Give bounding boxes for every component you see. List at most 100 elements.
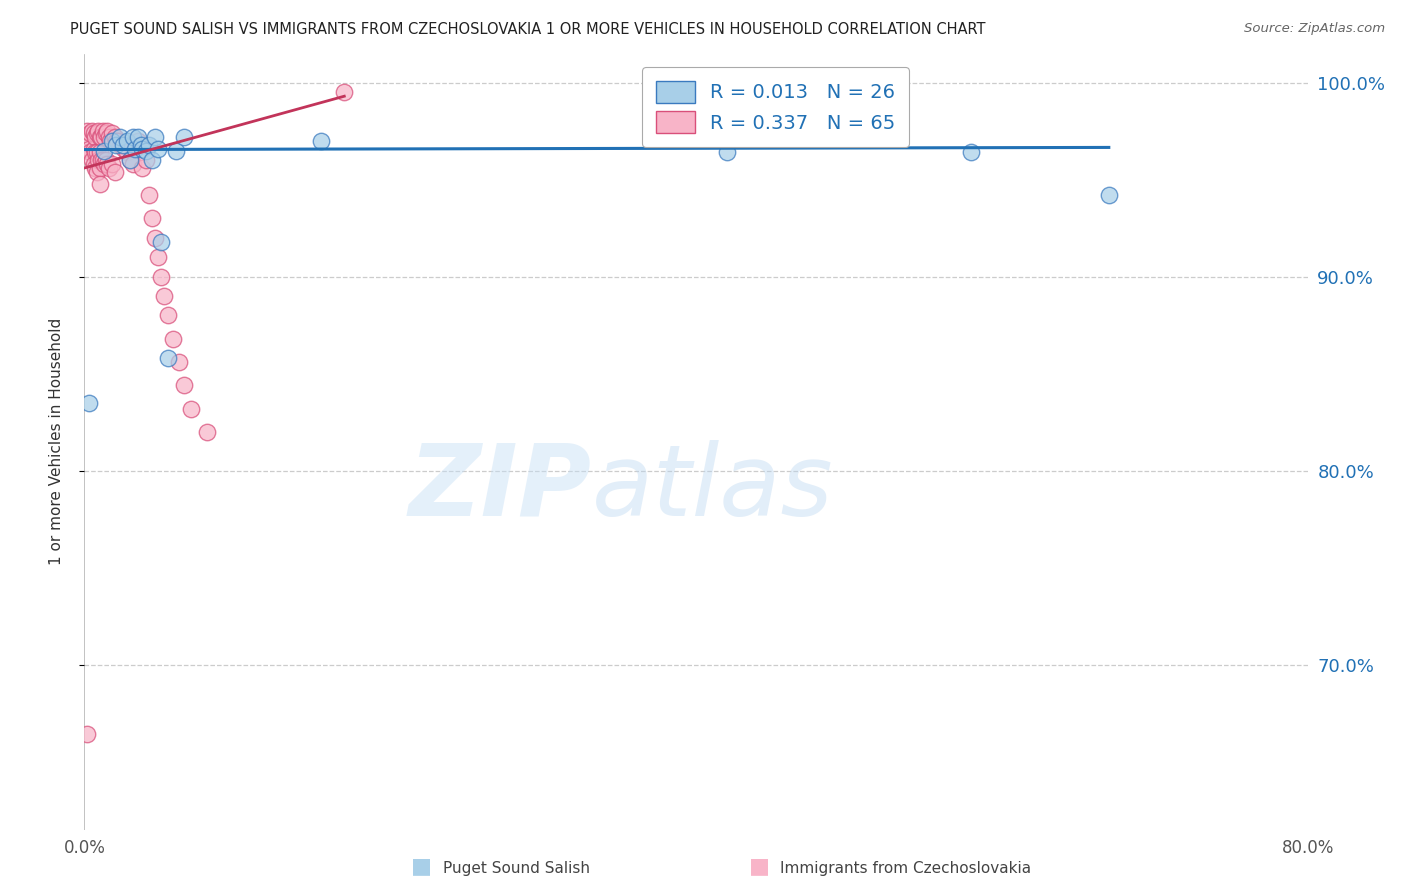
Point	[105, 134, 128, 148]
Point	[90, 153, 112, 168]
Point	[141, 211, 163, 226]
Point	[101, 157, 124, 171]
Point	[157, 351, 180, 365]
Point	[77, 142, 100, 156]
Point	[94, 153, 117, 168]
Point	[89, 145, 111, 160]
Point	[107, 134, 129, 148]
Point	[127, 130, 149, 145]
Point	[97, 130, 120, 145]
Point	[84, 130, 107, 145]
Point	[173, 130, 195, 145]
Point	[333, 85, 356, 99]
Point	[101, 134, 124, 148]
Point	[162, 332, 184, 346]
Point	[124, 142, 146, 156]
Point	[173, 378, 195, 392]
Point	[77, 130, 100, 145]
Point	[104, 165, 127, 179]
Point	[195, 425, 218, 439]
Point	[93, 130, 115, 145]
Text: ■: ■	[412, 856, 432, 876]
Point	[89, 161, 111, 175]
Text: Immigrants from Czechoslovakia: Immigrants from Czechoslovakia	[780, 861, 1032, 876]
Point	[96, 124, 118, 138]
Point	[77, 396, 100, 410]
Point	[143, 231, 166, 245]
Y-axis label: 1 or more Vehicles in Household: 1 or more Vehicles in Household	[49, 318, 63, 566]
Point	[138, 188, 160, 202]
Text: ZIP: ZIP	[409, 440, 592, 537]
Point	[86, 126, 108, 140]
Point	[146, 250, 169, 264]
Point	[135, 144, 157, 158]
Point	[89, 130, 111, 145]
Point	[90, 130, 112, 145]
Point	[94, 126, 117, 140]
Point	[76, 727, 98, 741]
Text: PUGET SOUND SALISH VS IMMIGRANTS FROM CZECHOSLOVAKIA 1 OR MORE VEHICLES IN HOUSE: PUGET SOUND SALISH VS IMMIGRANTS FROM CZ…	[70, 22, 986, 37]
Point	[79, 145, 101, 160]
Point	[89, 177, 111, 191]
Point	[101, 126, 124, 140]
Point	[153, 289, 176, 303]
Point	[141, 153, 163, 168]
Point	[104, 130, 127, 145]
Point	[80, 124, 103, 138]
Point	[135, 153, 157, 168]
Point	[110, 137, 132, 152]
Point	[138, 137, 160, 152]
Point	[97, 161, 120, 175]
Point	[143, 130, 166, 145]
Legend: R = 0.013   N = 26, R = 0.337   N = 65: R = 0.013 N = 26, R = 0.337 N = 65	[643, 67, 908, 147]
Point	[157, 309, 180, 323]
Point	[112, 142, 135, 156]
Point	[131, 161, 153, 175]
Point	[91, 153, 114, 168]
Text: ■: ■	[749, 856, 769, 876]
Point	[108, 130, 131, 145]
Point	[86, 145, 108, 160]
Point	[149, 269, 172, 284]
Point	[111, 137, 134, 152]
Point	[83, 126, 105, 140]
Point	[115, 145, 138, 160]
Text: Puget Sound Salish: Puget Sound Salish	[443, 861, 591, 876]
Point	[1098, 188, 1121, 202]
Point	[127, 134, 149, 148]
Point	[91, 124, 114, 138]
Point	[716, 145, 738, 160]
Point	[108, 137, 131, 152]
Point	[93, 157, 115, 171]
Point	[131, 142, 153, 156]
Point	[84, 145, 107, 160]
Point	[165, 144, 187, 158]
Point	[93, 144, 115, 158]
Point	[960, 145, 983, 160]
Point	[86, 165, 108, 179]
Point	[120, 153, 142, 168]
Point	[87, 124, 110, 138]
Point	[98, 134, 121, 148]
Point	[129, 137, 152, 152]
Point	[122, 157, 145, 171]
Point	[84, 161, 107, 175]
Point	[167, 355, 190, 369]
Point	[115, 134, 138, 148]
Point	[96, 157, 118, 171]
Point	[120, 153, 142, 168]
Text: atlas: atlas	[592, 440, 834, 537]
Point	[87, 153, 110, 168]
Point	[83, 142, 105, 156]
Point	[76, 124, 98, 138]
Point	[180, 401, 202, 416]
Point	[103, 134, 125, 148]
Point	[146, 142, 169, 156]
Point	[311, 134, 333, 148]
Point	[122, 130, 145, 145]
Text: Source: ZipAtlas.com: Source: ZipAtlas.com	[1244, 22, 1385, 36]
Point	[105, 137, 128, 152]
Point	[79, 126, 101, 140]
Point	[149, 235, 172, 249]
Point	[80, 153, 103, 168]
